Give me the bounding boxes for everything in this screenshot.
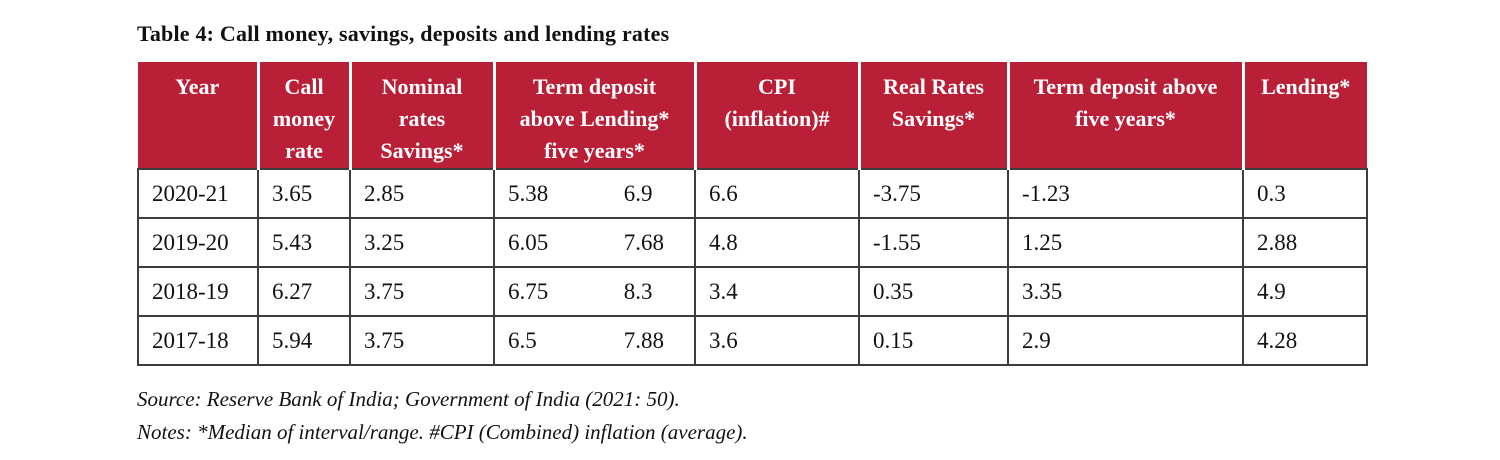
- cell-real-term-deposit: 1.25: [1007, 217, 1244, 268]
- cell-real-rates-savings: 0.35: [858, 266, 1009, 317]
- cell-year: 2019-20: [137, 217, 259, 268]
- cell-call-money-rate: 6.27: [257, 266, 351, 317]
- table-row-2019-20: 2019-20 5.43 3.25 6.05 7.68 4.8 -1.55 1.…: [137, 217, 1368, 268]
- table-footer: Source: Reserve Bank of India; Governmen…: [137, 387, 1500, 444]
- table-row-2020-21: 2020-21 3.65 2.85 5.38 6.9 6.6 -3.75 -1.…: [137, 168, 1368, 219]
- cell-year: 2017-18: [137, 315, 259, 366]
- column-header-cpi-inflation: CPI (inflation)#: [695, 62, 861, 169]
- table-row-2018-19: 2018-19 6.27 3.75 6.75 8.3 3.4 0.35 3.35…: [137, 266, 1368, 317]
- lending-nominal-value: 6.9: [623, 180, 653, 206]
- cell-real-term-deposit: -1.23: [1007, 168, 1244, 219]
- table-row-2017-18: 2017-18 5.94 3.75 6.5 7.88 3.6 0.15 2.9 …: [137, 315, 1368, 366]
- lending-nominal-value: 7.88: [623, 327, 664, 353]
- term-deposit-value: 6.5: [508, 327, 537, 353]
- column-header-nominal-rates-savings: Nominal rates Savings*: [350, 62, 496, 169]
- cell-term-deposit-lending: 5.38 6.9: [493, 168, 696, 219]
- lending-nominal-value: 8.3: [623, 278, 653, 304]
- cell-year: 2018-19: [137, 266, 259, 317]
- cell-cpi-inflation: 6.6: [694, 168, 860, 219]
- cell-term-deposit-lending: 6.05 7.68: [493, 217, 696, 268]
- cell-lending: 0.3: [1242, 168, 1368, 219]
- footnotes: Notes: *Median of interval/range. #CPI (…: [137, 420, 748, 444]
- column-header-lending: Lending*: [1243, 62, 1367, 169]
- cell-nominal-rates-savings: 3.25: [349, 217, 495, 268]
- cell-year: 2020-21: [137, 168, 259, 219]
- table-title: Table 4: Call money, savings, deposits a…: [137, 21, 670, 46]
- term-deposit-value: 6.75: [508, 278, 549, 304]
- column-header-term-deposit-lending: Term deposit above Lending* five years*: [494, 62, 697, 169]
- column-header-call-money-rate: Call money rate: [258, 62, 352, 169]
- cell-real-term-deposit: 3.35: [1007, 266, 1244, 317]
- column-header-real-term-deposit: Term deposit above five years*: [1008, 62, 1245, 169]
- header-row: Year Call money rate Nominal rates Savin…: [138, 62, 1367, 169]
- cell-lending: 2.88: [1242, 217, 1368, 268]
- cell-nominal-rates-savings: 3.75: [349, 266, 495, 317]
- cell-nominal-rates-savings: 3.75: [349, 315, 495, 366]
- column-header-year: Year: [138, 62, 260, 169]
- document-page: Table 4: Call money, savings, deposits a…: [137, 21, 1500, 444]
- cell-real-rates-savings: 0.15: [858, 315, 1009, 366]
- cell-call-money-rate: 3.65: [257, 168, 351, 219]
- cell-real-term-deposit: 2.9: [1007, 315, 1244, 366]
- cell-cpi-inflation: 3.4: [694, 266, 860, 317]
- lending-nominal-value: 7.68: [623, 229, 664, 255]
- cell-call-money-rate: 5.94: [257, 315, 351, 366]
- cell-lending: 4.9: [1242, 266, 1368, 317]
- cell-cpi-inflation: 3.6: [694, 315, 860, 366]
- term-deposit-value: 6.05: [508, 229, 549, 255]
- source-note: Source: Reserve Bank of India; Governmen…: [137, 387, 680, 411]
- cell-lending: 4.28: [1242, 315, 1368, 366]
- cell-term-deposit-lending: 6.5 7.88: [493, 315, 696, 366]
- term-deposit-value: 5.38: [508, 180, 549, 206]
- cell-term-deposit-lending: 6.75 8.3: [493, 266, 696, 317]
- column-header-real-rates-savings: Real Rates Savings*: [859, 62, 1010, 169]
- cell-real-rates-savings: -1.55: [858, 217, 1009, 268]
- cell-call-money-rate: 5.43: [257, 217, 351, 268]
- cell-cpi-inflation: 4.8: [694, 217, 860, 268]
- rates-table: Year Call money rate Nominal rates Savin…: [137, 62, 1368, 366]
- cell-real-rates-savings: -3.75: [858, 168, 1009, 219]
- cell-nominal-rates-savings: 2.85: [349, 168, 495, 219]
